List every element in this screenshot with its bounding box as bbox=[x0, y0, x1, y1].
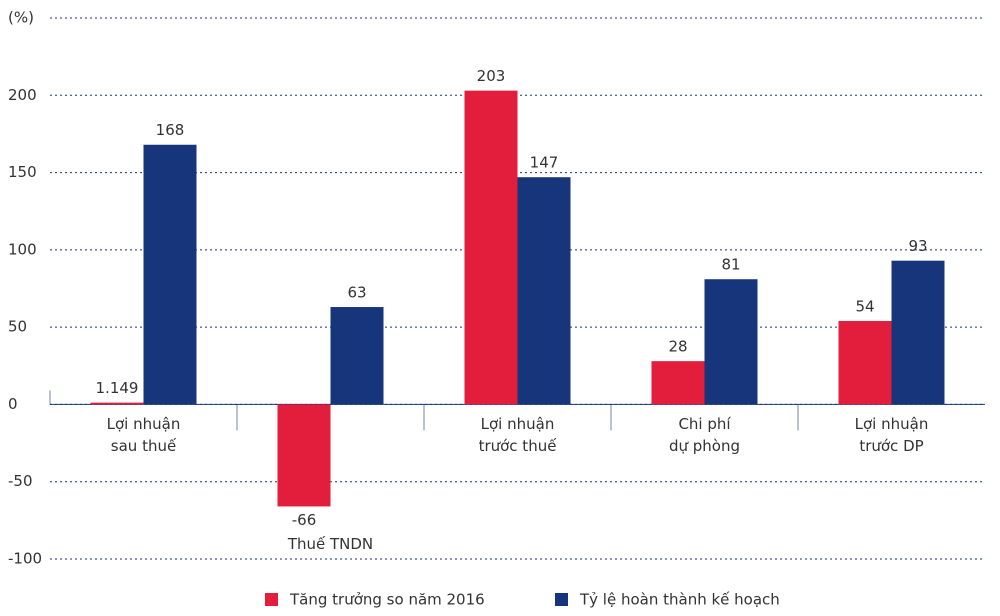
legend-swatch bbox=[265, 593, 278, 606]
bar bbox=[651, 361, 705, 405]
y-tick-label: 0 bbox=[8, 395, 18, 413]
bar bbox=[90, 402, 144, 405]
y-tick-label: 150 bbox=[8, 163, 37, 181]
bar bbox=[464, 90, 518, 405]
bar bbox=[838, 320, 892, 405]
y-tick-label: -100 bbox=[8, 550, 42, 568]
y-tick-label: 50 bbox=[8, 318, 27, 336]
x-tick-label: trước thuế bbox=[479, 437, 558, 455]
x-tick-label: Chi phí bbox=[678, 415, 731, 433]
data-label: 203 bbox=[477, 67, 506, 85]
x-tick-label: Thuế TNDN bbox=[287, 535, 373, 553]
x-tick-label: Lợi nhuận bbox=[107, 415, 181, 433]
y-axis-label: (%) bbox=[8, 9, 34, 27]
data-label: 28 bbox=[668, 338, 687, 356]
x-tick-label: sau thuế bbox=[111, 437, 177, 455]
y-tick-label: -50 bbox=[8, 472, 33, 490]
bar bbox=[143, 144, 197, 405]
data-label: 63 bbox=[347, 284, 366, 302]
x-tick-label: dự phòng bbox=[669, 437, 740, 455]
data-label: 147 bbox=[530, 154, 559, 172]
legend-label: Tăng trưởng so năm 2016 bbox=[289, 591, 485, 609]
data-label: 81 bbox=[721, 256, 740, 274]
bar bbox=[277, 404, 331, 507]
legend-label: Tỷ lệ hoàn thành kế hoạch bbox=[579, 591, 780, 609]
x-tick-label: Lợi nhuận bbox=[855, 415, 929, 433]
legend-swatch bbox=[555, 593, 568, 606]
data-label: -66 bbox=[292, 511, 317, 529]
data-label: 54 bbox=[855, 297, 874, 315]
bar bbox=[891, 260, 945, 405]
y-tick-label: 100 bbox=[8, 240, 37, 258]
bar bbox=[330, 307, 384, 405]
data-label: 1.149 bbox=[96, 379, 139, 397]
x-tick-label: trước DP bbox=[859, 437, 923, 455]
bar bbox=[517, 177, 571, 405]
data-label: 93 bbox=[908, 237, 927, 255]
y-tick-label: 200 bbox=[8, 86, 37, 104]
x-tick-label: Lợi nhuận bbox=[481, 415, 555, 433]
data-label: 168 bbox=[156, 121, 185, 139]
bar bbox=[704, 279, 758, 405]
